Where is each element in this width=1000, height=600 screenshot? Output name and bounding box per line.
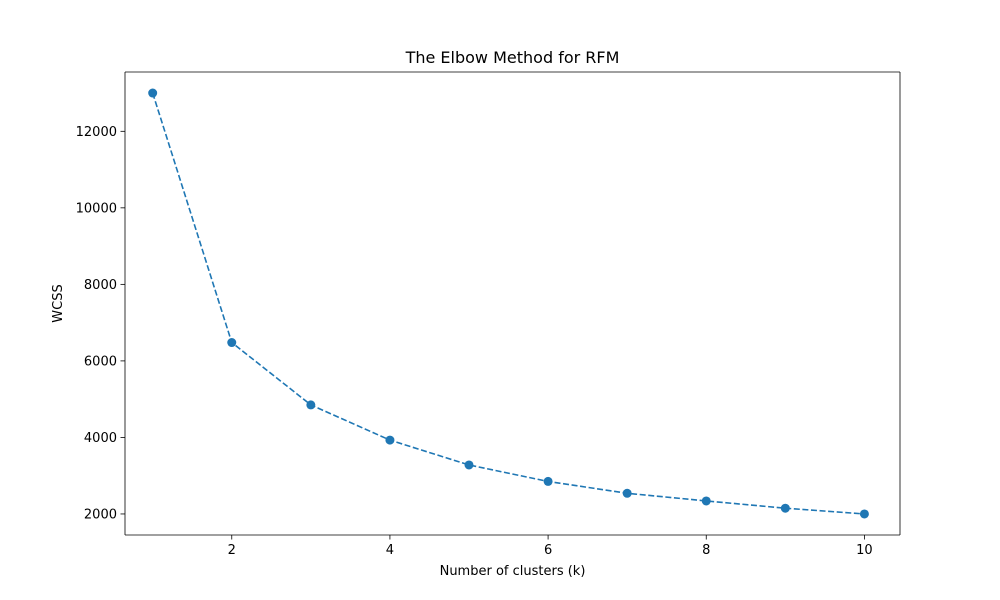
- y-tick-label: 10000: [76, 201, 117, 216]
- axes-layer: [124, 71, 901, 536]
- y-tick-label: 6000: [84, 354, 117, 369]
- x-tick-label: 4: [386, 543, 394, 558]
- y-tick-label: 12000: [76, 125, 117, 140]
- data-point: [701, 496, 711, 506]
- data-point: [622, 488, 632, 498]
- data-point: [780, 503, 790, 513]
- data-point: [227, 338, 237, 348]
- series-line: [151, 92, 865, 515]
- data-point: [543, 476, 553, 486]
- ticks-layer: 2 4 6 8 10 2000 4000 6000 8000 10000 12000: [76, 125, 873, 558]
- x-axis-label: Number of clusters (k): [440, 564, 586, 579]
- data-point: [385, 435, 395, 445]
- data-point: [148, 88, 158, 98]
- y-tick-label: 8000: [84, 278, 117, 293]
- y-axis-label: WCSS: [51, 284, 66, 322]
- plot-area: [125, 72, 900, 535]
- series-layer: [148, 88, 869, 519]
- x-tick-label: 6: [544, 543, 552, 558]
- x-tick-label: 2: [228, 543, 236, 558]
- x-tick-label: 8: [702, 543, 710, 558]
- x-tick-label: 10: [856, 543, 873, 558]
- data-point: [464, 460, 474, 470]
- y-tick-label: 2000: [84, 507, 117, 522]
- y-tick-label: 4000: [84, 431, 117, 446]
- data-point: [859, 509, 869, 519]
- chart-title: The Elbow Method for RFM: [405, 48, 620, 67]
- data-point: [306, 400, 316, 410]
